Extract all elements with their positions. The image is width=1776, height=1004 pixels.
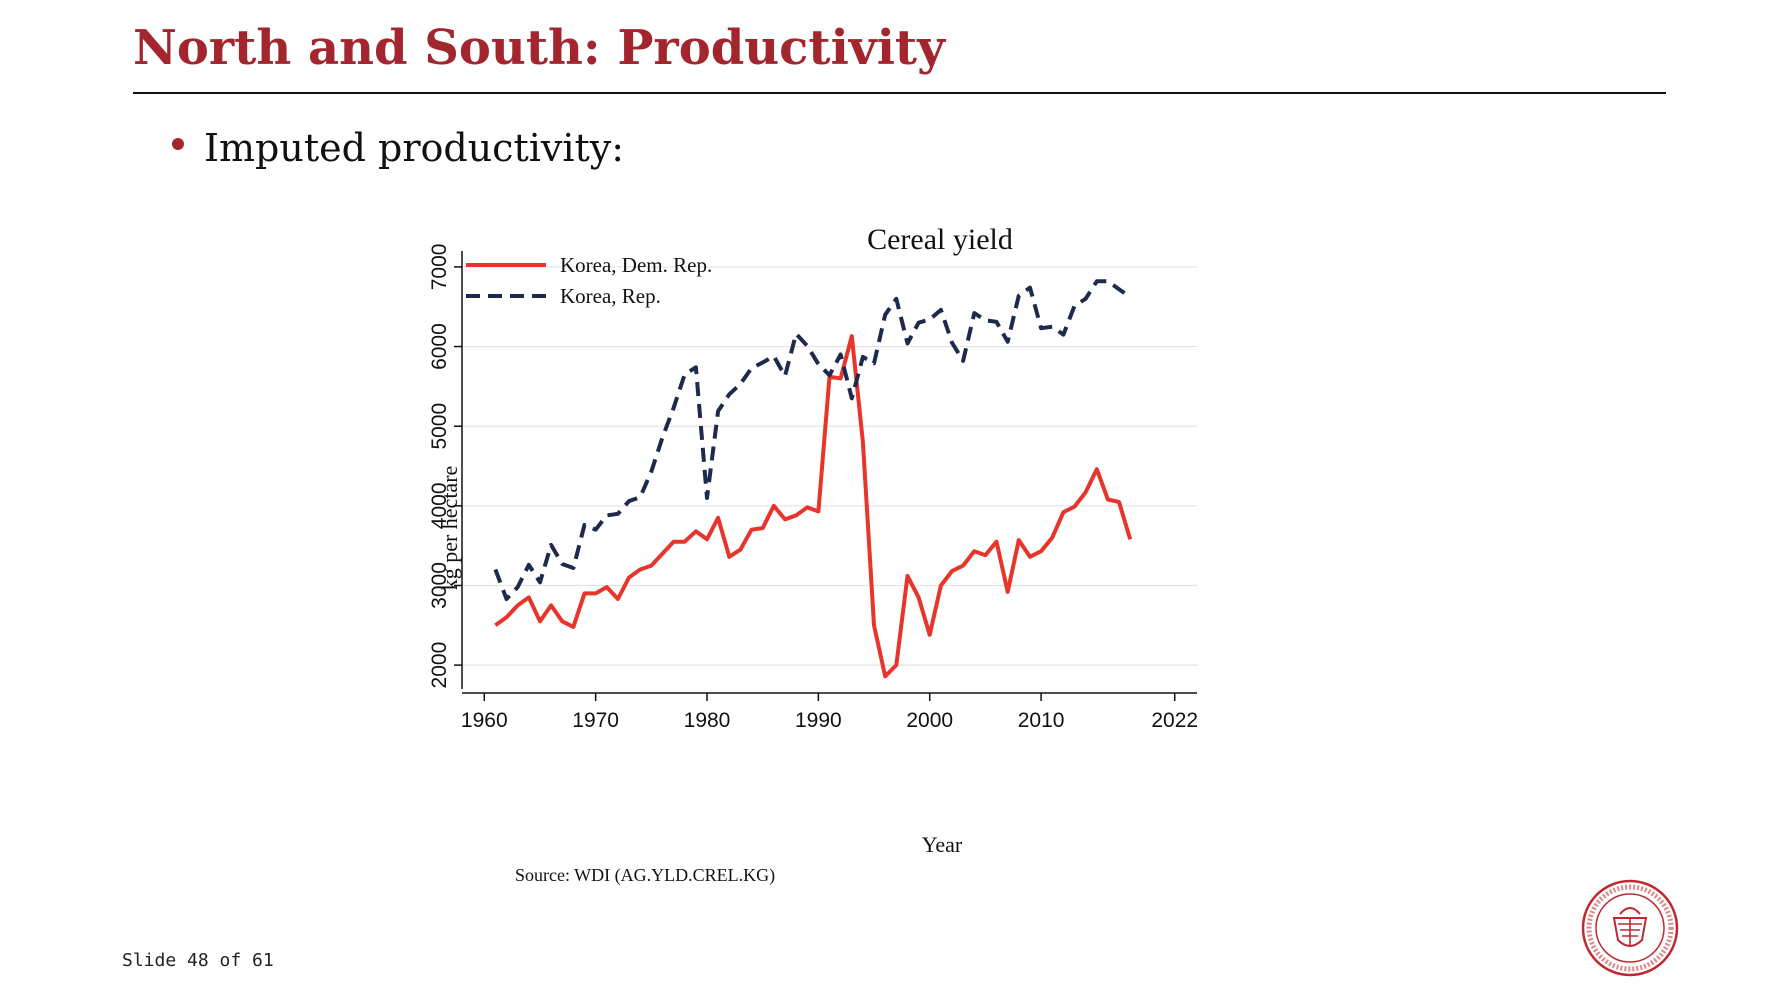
bullet-text: Imputed productivity: [204, 126, 625, 170]
slide-title: North and South: Productivity [133, 20, 945, 76]
cereal-yield-chart: Cereal yield 2000 3000 4000 5000 6000 7000 196… [428, 223, 1198, 886]
axes: 2000 3000 4000 5000 6000 7000 1960 1970 1980 1990… [428, 244, 1198, 732]
x-tick-label: 2022 [1151, 709, 1198, 732]
chart-source-note: Source: WDI (AG.YLD.CREL.KG) [515, 865, 775, 886]
bullet-item: Imputed productivity: [172, 126, 624, 170]
y-tick-label: 3000 [428, 562, 451, 609]
y-tick-label: 4000 [428, 482, 451, 529]
bullet-dot-icon [172, 138, 184, 150]
series-lines [493, 279, 1133, 679]
x-tick-label: 1990 [795, 709, 842, 732]
series-line-korea-dem-rep [494, 334, 1133, 679]
chart-title: Cereal yield [867, 223, 1013, 256]
y-tick-label: 6000 [428, 323, 451, 370]
grid-lines [462, 266, 1197, 666]
y-tick-label: 2000 [428, 642, 451, 689]
chart-legend: Korea, Dem. Rep. Korea, Rep. [466, 253, 712, 308]
y-tick-label: 5000 [428, 403, 451, 450]
x-tick-label: 2010 [1018, 709, 1065, 732]
title-divider [133, 92, 1666, 94]
legend-label: Korea, Rep. [560, 284, 661, 308]
y-axis-label: kg per hectare [437, 466, 462, 591]
y-tick-label: 7000 [428, 244, 451, 291]
legend-label: Korea, Dem. Rep. [560, 253, 712, 277]
x-tick-label: 1960 [461, 709, 508, 732]
series-line-korea-rep [493, 279, 1132, 601]
x-tick-label: 2000 [906, 709, 953, 732]
x-tick-label: 1970 [572, 709, 619, 732]
x-axis-label: Year [922, 832, 963, 857]
slide-number: Slide 48 of 61 [122, 950, 274, 971]
x-tick-label: 1980 [684, 709, 731, 732]
carnegie-mellon-seal-icon [1581, 879, 1679, 977]
